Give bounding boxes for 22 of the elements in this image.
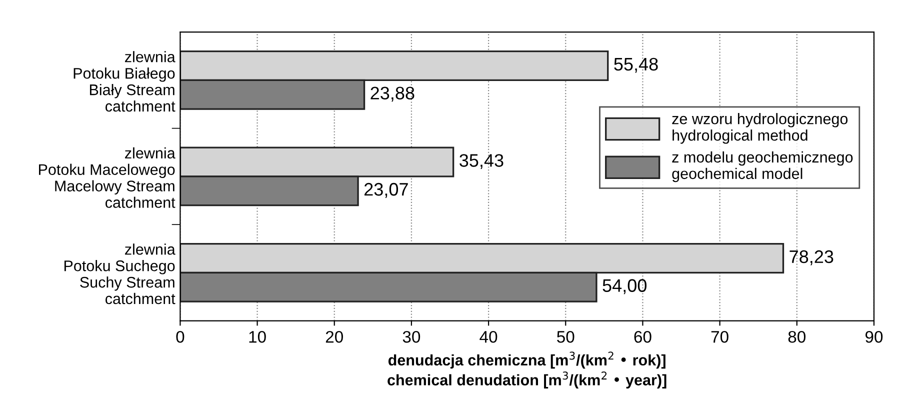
- data-label: 35,43: [460, 154, 504, 169]
- x-tick-label: 30: [402, 330, 420, 343]
- y-tick-label: zlewnia Potoku Suchego Suchy Stream catchment: [64, 244, 176, 304]
- x-tick-label: 70: [711, 330, 728, 343]
- text: denudacja chemiczna [m$^{3}$/(km$^{2}$ • rok)] chemical denudation [m$^{3}$/(km$^{2}$ • year)]: [388, 352, 666, 388]
- data-label: 55,48: [614, 58, 658, 73]
- data-label: 54,00: [602, 279, 646, 294]
- x-tick-label: 0: [176, 330, 184, 343]
- y-tick-label: zlewnia Potoku Białego Biały Stream catchment: [74, 51, 176, 112]
- x-tick-label: 80: [788, 330, 806, 343]
- data-label: 23,88: [370, 86, 414, 102]
- x-tick-label: 50: [557, 330, 574, 343]
- data-label: 23,07: [364, 182, 408, 198]
- x-tick-label: 10: [249, 330, 266, 343]
- x-tick-label: 40: [480, 330, 498, 343]
- x-tick-label: 20: [326, 330, 343, 343]
- x-tick-label: 90: [865, 330, 883, 343]
- data-label: 78,23: [790, 250, 834, 266]
- x-tick-label: 60: [634, 330, 652, 343]
- legend-label: z modelu geochemicznego geochemical model: [672, 151, 853, 182]
- y-tick-label: zlewnia Potoku Macelowego Macelowy Stream catchment: [39, 147, 176, 208]
- legend-label: ze wzoru hydrologicznego hydrological method: [672, 113, 848, 144]
